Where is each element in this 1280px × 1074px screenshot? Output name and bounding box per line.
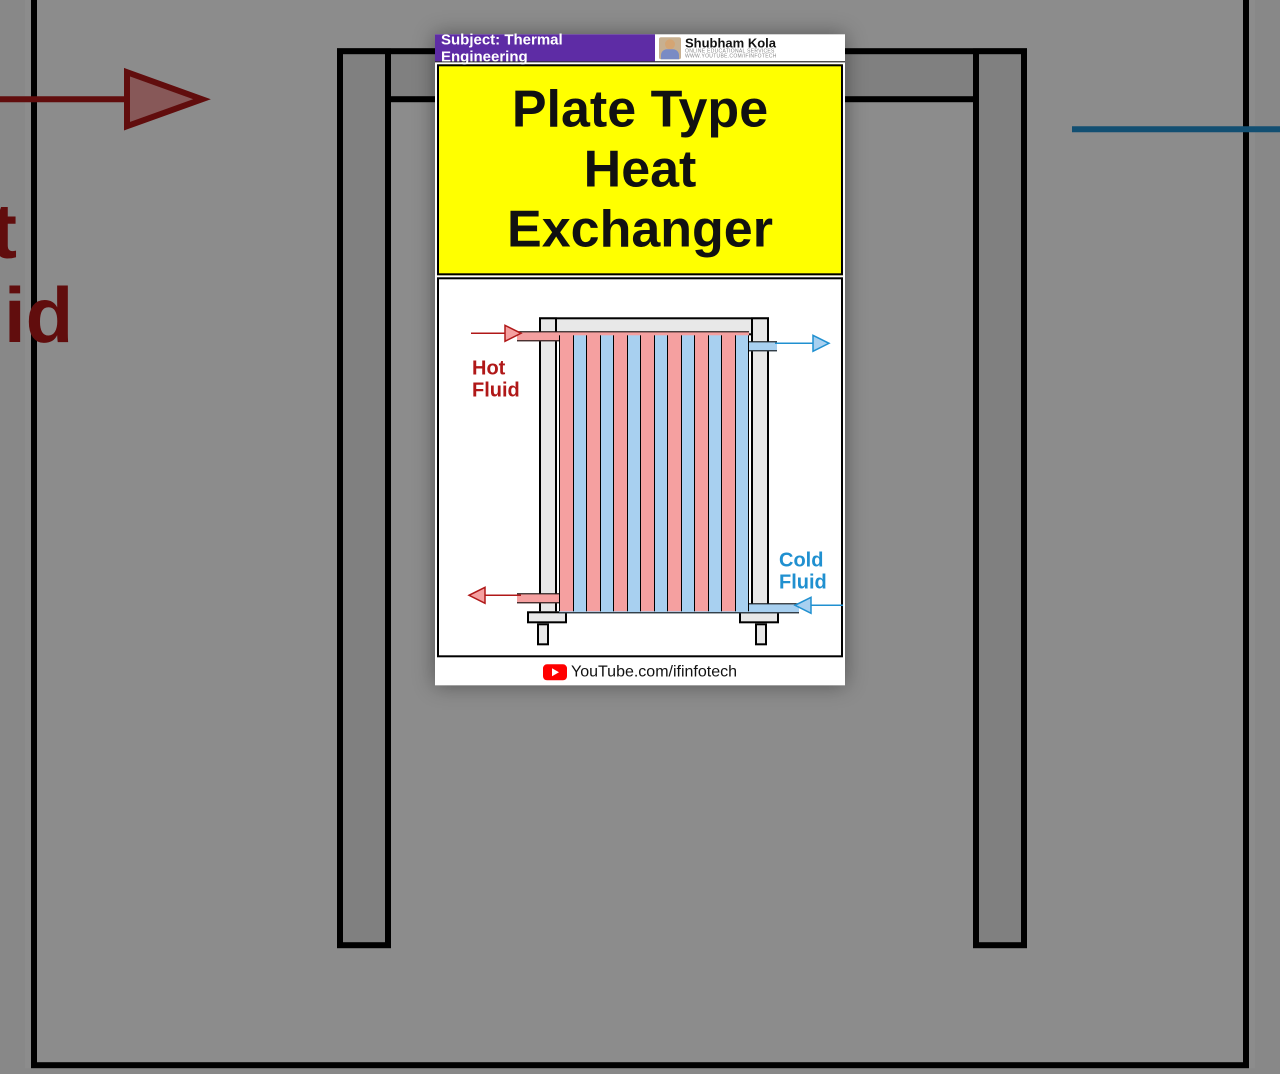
header: Subject: Thermal Engineering Shubham Kol…	[435, 34, 845, 62]
cold-out-arrow-icon	[773, 332, 833, 356]
title-line3: Exchanger	[447, 200, 833, 260]
bg-cold-arrow	[1057, 84, 1280, 174]
plate-hot	[694, 336, 708, 612]
cold-fluid-label: ColdFluid	[779, 550, 827, 594]
plate-cold	[735, 336, 750, 612]
plate-cold	[681, 336, 695, 612]
plate-hot	[586, 336, 600, 612]
plate-cold	[600, 336, 614, 612]
title-box: Plate Type Heat Exchanger	[437, 64, 843, 275]
plate-hot	[613, 336, 627, 612]
author-box: Shubham Kola ONLINE EDUCATIONAL SERVICES…	[655, 34, 845, 61]
hot-in-arrow-icon	[469, 322, 524, 346]
main-card: Subject: Thermal Engineering Shubham Kol…	[435, 34, 845, 685]
title-line2: Heat	[447, 140, 833, 200]
plate-hot	[721, 336, 735, 612]
plate-cold	[573, 336, 587, 612]
bg-hot-label: HotFluid	[0, 189, 73, 361]
plate-hot	[640, 336, 654, 612]
plate-hot	[559, 336, 573, 612]
plate-cold	[654, 336, 668, 612]
hot-fluid-label: HotFluid	[472, 358, 520, 402]
subject-badge: Subject: Thermal Engineering	[435, 34, 655, 61]
bg-hot-arrow	[0, 54, 217, 144]
plate-cold	[627, 336, 641, 612]
author-avatar	[659, 37, 681, 59]
author-sub2: WWW.YOUTUBE.COM/IFINFOTECH	[685, 54, 777, 59]
cold-in-arrow-icon	[793, 594, 845, 618]
plate-cold	[708, 336, 722, 612]
youtube-icon	[543, 665, 567, 681]
footer: YouTube.com/ifinfotech	[435, 660, 845, 686]
frame-right	[751, 318, 769, 618]
footer-text: YouTube.com/ifinfotech	[571, 664, 737, 682]
plates	[559, 336, 749, 612]
leg-left	[537, 624, 549, 646]
hot-out-arrow-icon	[465, 584, 523, 608]
plate-hot	[667, 336, 681, 612]
diagram: HotFluid ColdFluid	[437, 278, 843, 658]
title-line1: Plate Type	[447, 80, 833, 140]
main-card-wrap: Subject: Thermal Engineering Shubham Kol…	[435, 34, 845, 685]
leg-right	[755, 624, 767, 646]
frame-left	[539, 318, 557, 618]
